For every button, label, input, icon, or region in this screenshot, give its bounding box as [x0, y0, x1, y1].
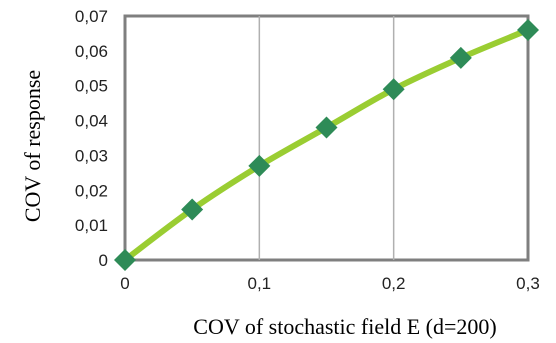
data-point — [449, 46, 472, 69]
y-tick-label: 0 — [99, 251, 108, 270]
marker-layer — [114, 18, 539, 271]
y-tick-label: 0,04 — [75, 112, 108, 131]
data-point — [517, 18, 539, 41]
data-point — [181, 198, 204, 221]
x-tick-labels: 0 0,1 0,2 0,3 — [120, 274, 540, 293]
y-tick-labels: 0 0,01 0,02 0,03 0,04 0,05 0,06 0,07 — [75, 7, 108, 270]
y-tick-label: 0,01 — [75, 216, 108, 235]
data-point — [315, 116, 338, 139]
y-tick-label: 0,07 — [75, 7, 108, 26]
plot-frame — [123, 14, 530, 262]
y-tick-label: 0,05 — [75, 77, 108, 96]
series-line — [122, 26, 531, 263]
grid-lines — [258, 16, 395, 260]
x-tick-label: 0,1 — [248, 274, 272, 293]
x-tick-label: 0,2 — [382, 274, 406, 293]
series-layer — [122, 26, 531, 263]
y-axis-title: COV of response — [20, 70, 45, 222]
data-point — [382, 78, 405, 101]
data-point — [114, 249, 136, 271]
y-tick-label: 0,02 — [75, 181, 108, 200]
x-axis-title: COV of stochastic field E (d=200) — [193, 314, 496, 339]
data-point — [248, 154, 271, 177]
y-tick-label: 0,03 — [75, 146, 108, 165]
x-tick-label: 0 — [120, 274, 129, 293]
x-tick-label: 0,3 — [516, 274, 540, 293]
y-tick-label: 0,06 — [75, 42, 108, 61]
